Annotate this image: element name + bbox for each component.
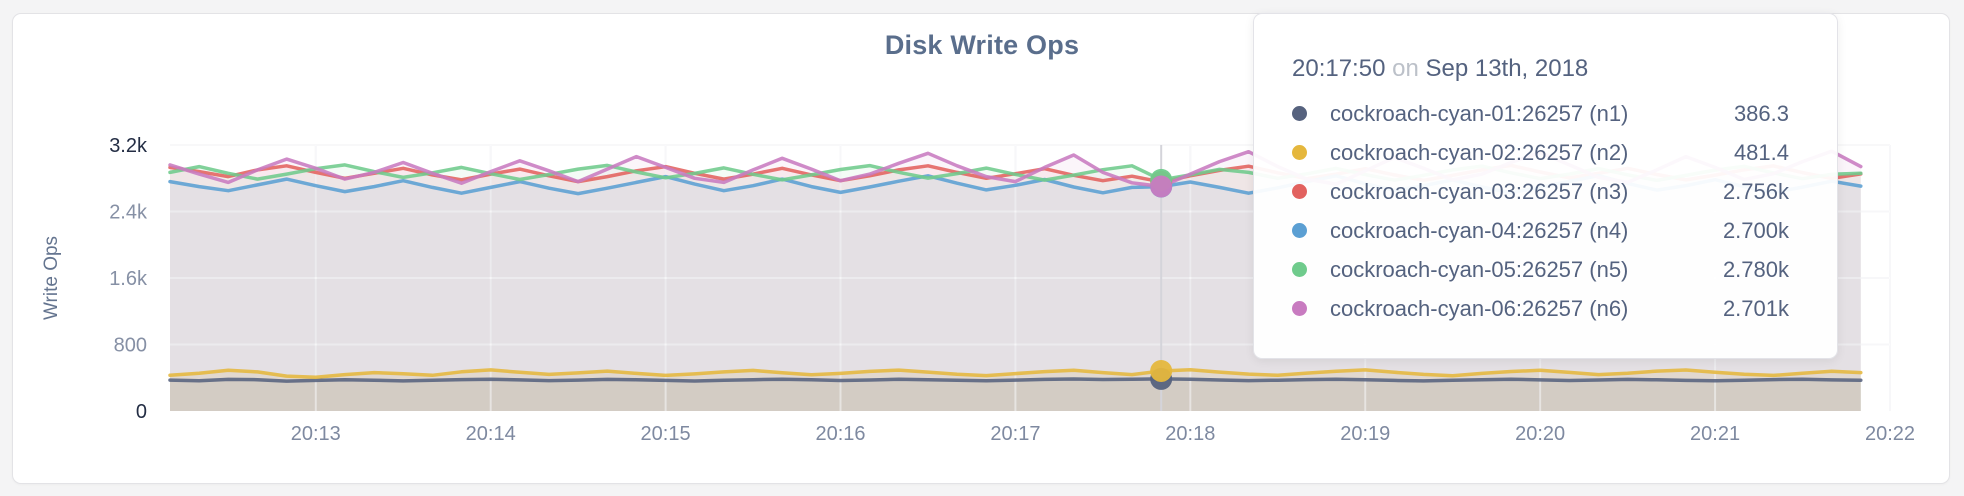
series-name: cockroach-cyan-01:26257 (n1) bbox=[1330, 100, 1629, 126]
tooltip-series-list: cockroach-cyan-01:26257 (n1) 386.3 cockroa… bbox=[1292, 94, 1789, 328]
hover-dot-n2 bbox=[1150, 360, 1173, 383]
tooltip-series-row: cockroach-cyan-01:26257 (n1) 386.3 bbox=[1292, 94, 1789, 133]
hover-tooltip: 20:17:50 on Sep 13th, 2018 cockroach-cya… bbox=[1253, 13, 1838, 359]
y-tick-label: 3.2k bbox=[109, 135, 148, 157]
x-tick-label: 20:18 bbox=[1165, 423, 1215, 445]
x-tick-label: 20:19 bbox=[1340, 423, 1390, 445]
series-value: 481.4 bbox=[1733, 139, 1789, 165]
tooltip-series-row: cockroach-cyan-02:26257 (n2) 481.4 bbox=[1292, 133, 1789, 172]
tooltip-series-row: cockroach-cyan-04:26257 (n4) 2.700k bbox=[1292, 211, 1789, 250]
x-tick-label: 20:14 bbox=[466, 423, 516, 445]
x-tick-label: 20:17 bbox=[990, 423, 1040, 445]
series-color-dot bbox=[1292, 145, 1307, 160]
series-color-dot bbox=[1292, 262, 1307, 277]
x-tick-label: 20:13 bbox=[291, 423, 341, 445]
series-value: 386.3 bbox=[1733, 100, 1789, 126]
series-name: cockroach-cyan-05:26257 (n5) bbox=[1330, 256, 1629, 282]
series-value: 2.756k bbox=[1722, 178, 1789, 204]
tooltip-date: Sep 13th, 2018 bbox=[1425, 55, 1589, 82]
series-color-dot bbox=[1292, 301, 1307, 316]
x-tick-label: 20:16 bbox=[815, 423, 865, 445]
series-color-dot bbox=[1292, 106, 1307, 121]
y-tick-label: 2.4k bbox=[109, 202, 148, 224]
y-tick-label: 800 bbox=[114, 335, 147, 357]
tooltip-series-row: cockroach-cyan-05:26257 (n5) 2.780k bbox=[1292, 250, 1789, 289]
y-tick-label: 0 bbox=[136, 401, 147, 423]
tooltip-time: 20:17:50 bbox=[1292, 55, 1386, 82]
series-name: cockroach-cyan-03:26257 (n3) bbox=[1330, 178, 1629, 204]
series-color-dot bbox=[1292, 223, 1307, 238]
hover-layer bbox=[1150, 145, 1173, 411]
series-name: cockroach-cyan-02:26257 (n2) bbox=[1330, 139, 1629, 165]
series-value: 2.700k bbox=[1722, 217, 1789, 243]
series-value: 2.780k bbox=[1722, 256, 1789, 282]
chart-title: Disk Write Ops bbox=[884, 30, 1080, 60]
series-name: cockroach-cyan-06:26257 (n6) bbox=[1330, 295, 1629, 321]
x-tick-label: 20:20 bbox=[1515, 423, 1565, 445]
tooltip-preposition: on bbox=[1392, 55, 1419, 82]
tooltip-series-row: cockroach-cyan-03:26257 (n3) 2.756k bbox=[1292, 172, 1789, 211]
axis-ticks: 20:13 20:14 20:15 20:16 20:17 20:18 20:19 20:20… bbox=[109, 135, 1915, 445]
x-tick-label: 20:15 bbox=[641, 423, 691, 445]
series-color-dot bbox=[1292, 184, 1307, 199]
x-tick-label: 20:22 bbox=[1865, 423, 1915, 445]
tooltip-header: 20:17:50 on Sep 13th, 2018 bbox=[1292, 54, 1789, 84]
y-axis-label: Write Ops bbox=[41, 236, 62, 320]
tooltip-series-row: cockroach-cyan-06:26257 (n6) 2.701k bbox=[1292, 289, 1789, 328]
y-tick-label: 1.6k bbox=[109, 268, 148, 290]
series-name: cockroach-cyan-04:26257 (n4) bbox=[1330, 217, 1629, 243]
hover-dot-n6 bbox=[1150, 175, 1173, 198]
series-value: 2.701k bbox=[1722, 295, 1789, 321]
series-line-n2 bbox=[168, 368, 1863, 380]
x-tick-label: 20:21 bbox=[1690, 423, 1740, 445]
series-line-n1 bbox=[168, 377, 1863, 383]
